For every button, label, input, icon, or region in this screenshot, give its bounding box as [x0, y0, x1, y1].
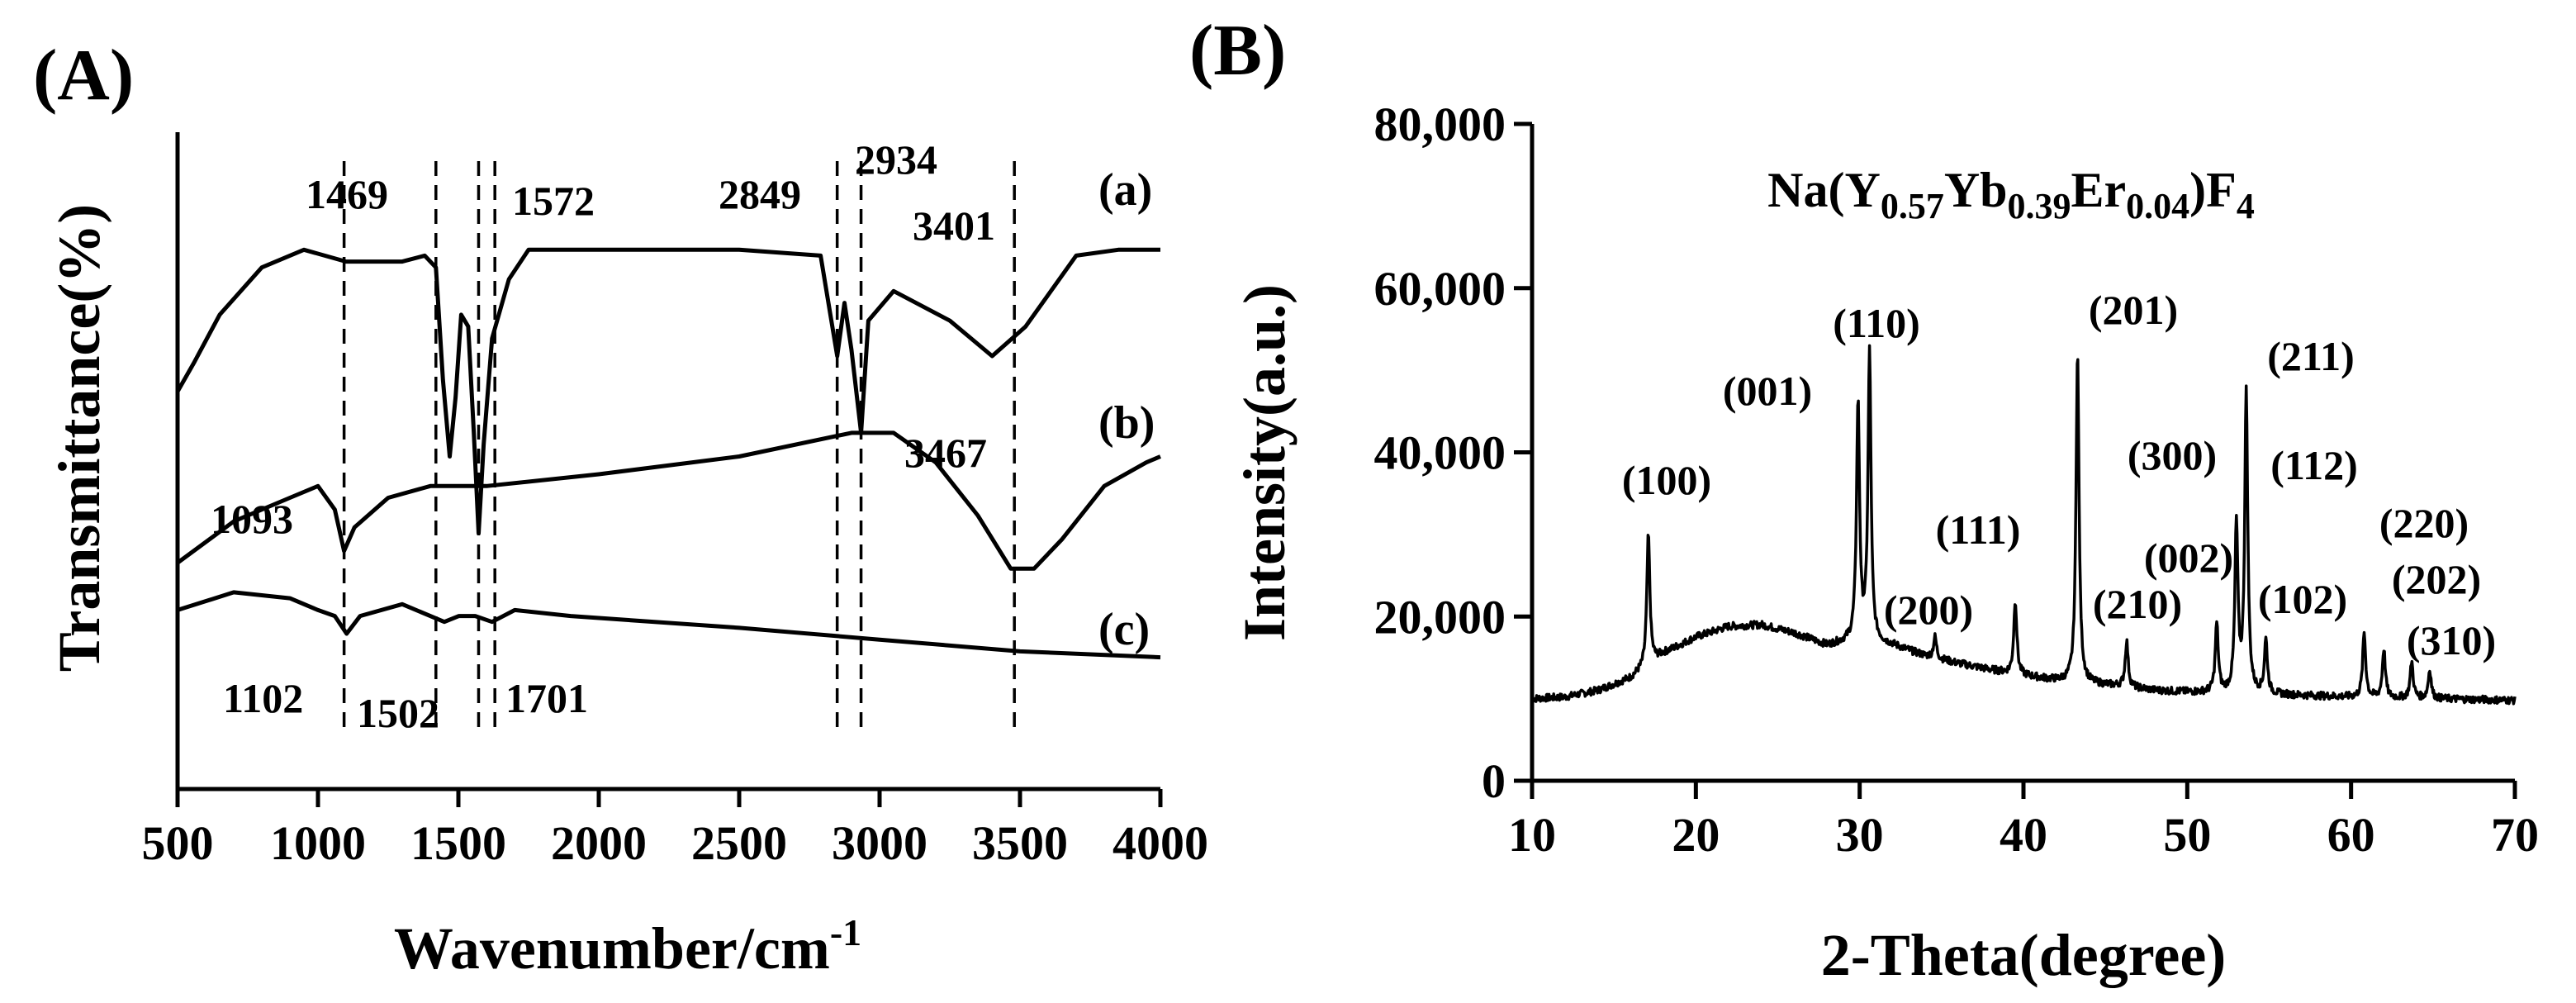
xrd-peak-label: (002) [2144, 535, 2233, 581]
xrd-peak-label: (001) [1723, 368, 1812, 414]
xrd-peak-label: (102) [2258, 576, 2347, 622]
xrd-y-tick-label: 40,000 [1374, 426, 1506, 480]
ftir-x-tick-label: 4000 [1112, 816, 1208, 870]
xrd-peak-label: (201) [2089, 287, 2178, 333]
xrd-x-tick-label: 40 [2000, 808, 2047, 862]
panel-a-xlabel: Wavenumber/cm-1 [394, 911, 861, 982]
xrd-y-tick-label: 20,000 [1374, 590, 1506, 644]
peak-label-2934: 2934 [855, 136, 937, 183]
peak-label-1701: 1701 [505, 675, 588, 721]
panel-a-label: (A) [33, 36, 134, 116]
xrd-peak-label: (110) [1833, 300, 1920, 346]
ftir-series-line [177, 590, 1161, 660]
ftir-series-line [176, 430, 1161, 571]
peak-label-2849: 2849 [719, 171, 801, 217]
xrd-y-tick-label: 0 [1482, 754, 1506, 808]
xrd-peak-label: (211) [2267, 333, 2355, 379]
series-label-a: (a) [1098, 164, 1152, 216]
peak-label-1469: 1469 [306, 171, 388, 217]
xrd-peak-label: (111) [1936, 506, 2021, 553]
ftir-x-tick-label: 1000 [270, 816, 366, 870]
xrd-peak-labels: (100) (001) (110) (200) (111) (201) (210)(002)… [1622, 287, 2496, 663]
panel-a-ylabel: Transmittance(%) [46, 204, 112, 673]
panel-b-label: (B) [1189, 11, 1286, 91]
xrd-panel: (B) Intensity(a.u.) 2-Theta(degree) Na(Y… [1189, 11, 2539, 988]
peak-label-1502: 1502 [357, 690, 439, 736]
panel-b-title: Na(Y0.57Yb0.39Er0.04)F4 [1767, 163, 2255, 226]
xrd-x-tick-label: 60 [2327, 808, 2375, 862]
ftir-x-tick-label: 2500 [691, 816, 787, 870]
xrd-peak-label: (310) [2407, 617, 2496, 663]
xrd-x-tick-label: 50 [2163, 808, 2211, 862]
peak-label-3467: 3467 [904, 430, 987, 476]
ftir-x-tick-label: 3500 [972, 816, 1068, 870]
xrd-x-tick-label: 20 [1672, 808, 1720, 862]
panel-b-xlabel: 2-Theta(degree) [1821, 922, 2227, 988]
xrd-x-tick-label: 70 [2491, 808, 2539, 862]
ftir-x-tick-label: 500 [142, 816, 214, 870]
xrd-peak-label: (220) [2379, 500, 2469, 546]
ftir-panel: (A) Transmittance(%) Wavenumber/cm-1 500… [33, 36, 1208, 982]
xrd-peak-label: (100) [1622, 457, 1711, 503]
xrd-pattern-line [1530, 344, 2517, 706]
ftir-annotations: (a) (b) (c) 1469 1572 2849 2934 3401 346… [211, 136, 1155, 736]
xrd-peak-label: (300) [2128, 432, 2217, 478]
peak-label-1572: 1572 [512, 178, 595, 224]
peak-label-1093: 1093 [211, 496, 293, 542]
panel-b-ylabel: Intensity(a.u.) [1231, 284, 1297, 641]
ftir-series-line [175, 247, 1160, 535]
xrd-peak-label: (210) [2093, 581, 2182, 627]
xrd-peak-label: (202) [2392, 556, 2481, 602]
ftir-x-tick-label: 2000 [551, 816, 647, 870]
peak-label-1102: 1102 [223, 675, 303, 721]
xrd-y-tick-label: 80,000 [1374, 97, 1506, 151]
ftir-axes: 500 1000 1500 2000 2500 3000 3500 4000 [142, 132, 1208, 870]
series-label-c: (c) [1098, 604, 1150, 655]
xrd-peak-label: (200) [1884, 587, 1973, 633]
peak-label-3401: 3401 [913, 202, 995, 249]
ftir-x-tick-label: 3000 [832, 816, 927, 870]
ftir-x-tick-label: 1500 [410, 816, 506, 870]
xrd-x-tick-label: 30 [1836, 808, 1884, 862]
ftir-series [175, 247, 1161, 660]
xrd-y-tick-label: 60,000 [1374, 262, 1506, 316]
series-label-b: (b) [1098, 397, 1155, 449]
xrd-axes: 10 20 30 40 50 60 70 0 20,000 40,000 60,000 80,000 [1374, 97, 2540, 862]
xrd-pattern [1530, 344, 2517, 706]
xrd-peak-label: (112) [2270, 442, 2358, 488]
xrd-x-tick-label: 10 [1508, 808, 1556, 862]
